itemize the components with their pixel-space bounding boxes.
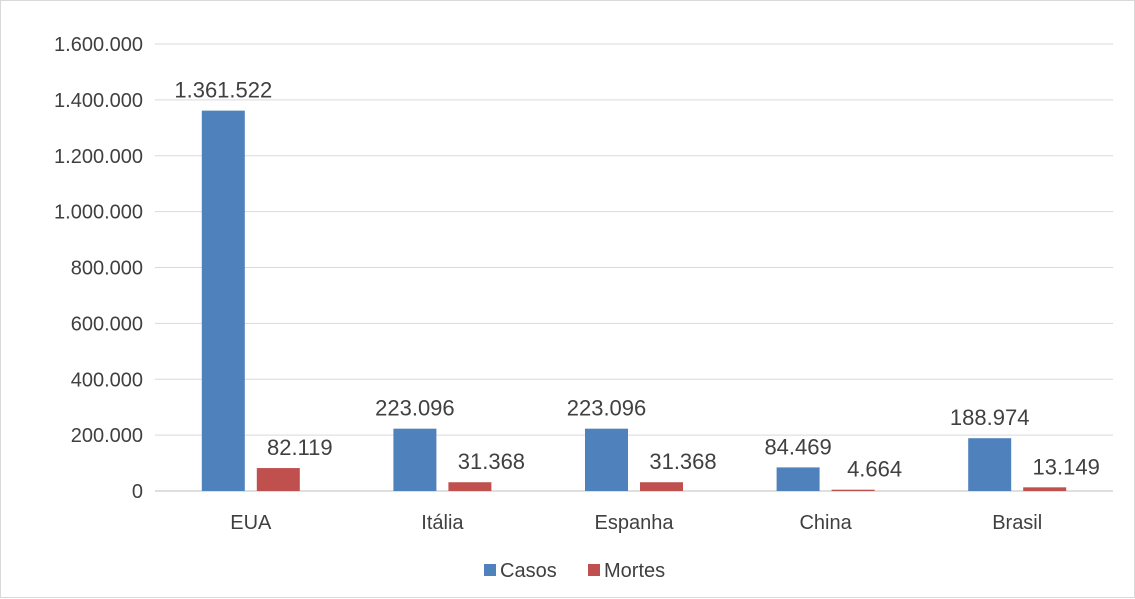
y-tick-label: 1.600.000 [54,34,143,56]
y-tick-label: 400.000 [71,369,143,391]
x-category-label: Itália [421,512,464,534]
bar-mortes [448,482,492,491]
y-tick-label: 800.000 [71,258,143,280]
legend: Casos Mortes [484,560,665,582]
data-label-mortes: 31.368 [649,449,716,474]
data-labels: 1.361.522 82.119 223.096 31.368 223.096 31.36… [174,78,1099,482]
x-category-label: Espanha [595,512,675,534]
x-category-label: Brasil [992,512,1042,534]
bar-mortes [256,468,300,491]
bar-mortes [831,489,875,491]
x-category-label: EUA [230,512,272,534]
bar-casos [201,110,245,492]
bar-casos [776,467,820,491]
grid-lines [155,43,1113,492]
bars [201,110,1067,492]
x-category-label: China [799,512,852,534]
bar-casos [968,438,1012,491]
bar-mortes [640,482,683,491]
y-tick-label: 200.000 [71,425,143,447]
legend-swatch-mortes [588,564,600,576]
data-label-casos: 223.096 [375,396,455,421]
y-tick-label: 1.400.000 [54,90,143,112]
x-axis-categories: EUA Itália Espanha China Brasil [230,512,1042,534]
y-tick-label: 1.200.000 [54,146,143,168]
legend-label-mortes: Mortes [604,560,665,582]
data-label-casos: 1.361.522 [174,78,272,103]
y-tick-label: 600.000 [71,313,143,335]
data-label-mortes: 31.368 [458,449,525,474]
data-label-casos: 84.469 [764,434,831,459]
data-label-mortes: 13.149 [1033,454,1100,479]
legend-swatch-casos [484,564,496,576]
bar-mortes [1023,487,1067,491]
bar-casos [585,428,628,491]
legend-label-casos: Casos [500,560,557,582]
y-tick-label: 1.000.000 [54,202,143,224]
data-label-casos: 223.096 [567,396,647,421]
data-label-mortes: 82.119 [267,435,333,460]
data-label-casos: 188.974 [950,405,1030,430]
bar-casos [393,428,437,491]
y-axis-ticks: 0 200.000 400.000 600.000 800.000 1.000.000 1.… [54,34,143,503]
data-label-mortes: 4.664 [847,457,902,482]
y-tick-label: 0 [132,481,143,503]
